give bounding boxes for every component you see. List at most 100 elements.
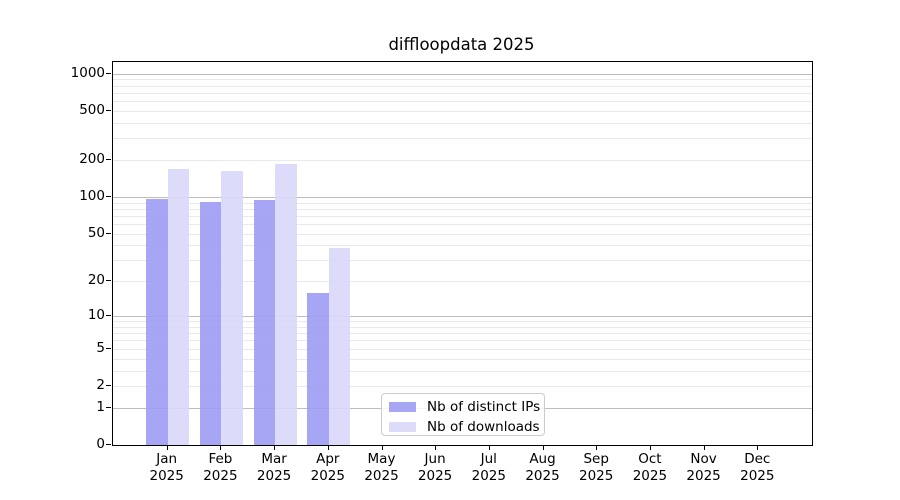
x-tick-mark [435, 445, 437, 450]
x-tick-month: Aug [529, 451, 556, 467]
grid-minor-line [113, 202, 812, 204]
x-tick-label: Jan 2025 [127, 451, 207, 484]
grid-minor-line [113, 215, 812, 217]
grid-minor-line [113, 159, 812, 161]
x-tick-year: 2025 [256, 467, 292, 484]
grid-minor-line [113, 281, 812, 283]
x-tick-label: Apr 2025 [288, 451, 368, 484]
grid-minor-line [113, 326, 812, 328]
x-tick-year: 2025 [525, 467, 560, 484]
y-tick-mark [106, 444, 111, 445]
x-tick-mark [649, 445, 651, 450]
grid-minor-line [113, 208, 812, 210]
bar-downloads [275, 164, 297, 445]
bar-downloads [167, 169, 190, 445]
legend-label-distinct-ips: Nb of distinct IPs [427, 399, 541, 415]
x-tick-month: Feb [208, 451, 233, 467]
bar-downloads [328, 248, 351, 445]
plot-area: Nb of distinct IPs Nb of downloads [112, 61, 813, 446]
y-tick-label: 500 [79, 101, 105, 118]
x-tick-label: Oct 2025 [610, 451, 690, 484]
grid-minor-line [113, 79, 812, 81]
grid-minor-line [113, 101, 812, 102]
grid-minor-line [113, 340, 812, 342]
y-tick-label: 1 [96, 398, 105, 415]
y-tick-label: 10 [87, 307, 105, 324]
y-tick-label: 2 [96, 376, 105, 393]
x-tick-month: Nov [690, 451, 717, 467]
x-tick-mark [166, 445, 168, 450]
grid-minor-line [113, 321, 812, 323]
x-tick-mark [703, 445, 705, 450]
x-tick-month: May [367, 451, 396, 467]
x-tick-mark [327, 445, 329, 450]
x-tick-mark [274, 445, 276, 450]
legend-item-downloads: Nb of downloads [382, 418, 544, 438]
x-tick-month: Jun [424, 451, 446, 467]
bar-distinct-ips [199, 201, 222, 445]
grid-minor-line [113, 138, 812, 140]
grid-minor-line [113, 348, 812, 350]
y-tick-label: 50 [87, 224, 105, 241]
y-tick-label: 5 [96, 339, 105, 356]
x-tick-year: 2025 [203, 467, 238, 484]
x-tick-mark [596, 445, 598, 450]
grid-major-line [113, 316, 812, 318]
grid-minor-line [113, 370, 812, 372]
x-tick-mark [542, 445, 544, 450]
x-tick-year: 2025 [149, 467, 184, 484]
grid-minor-line [113, 85, 812, 87]
grid-minor-line [113, 245, 812, 247]
x-tick-year: 2025 [632, 467, 668, 484]
x-tick-month: Mar [261, 451, 287, 467]
x-tick-year: 2025 [417, 467, 453, 484]
y-tick-mark [106, 158, 111, 160]
x-tick-month: Dec [744, 451, 771, 467]
grid-minor-line [113, 358, 812, 360]
x-tick-year: 2025 [471, 467, 506, 484]
x-tick-mark [488, 445, 490, 450]
legend: Nb of distinct IPs Nb of downloads [381, 393, 545, 436]
y-tick-label: 20 [87, 272, 105, 289]
grid-minor-line [113, 224, 812, 225]
y-tick-mark [106, 232, 111, 234]
y-tick-mark [106, 109, 111, 111]
x-tick-label: Sep 2025 [556, 451, 636, 484]
legend-swatch-downloads [389, 422, 416, 432]
y-tick-mark [106, 280, 111, 282]
y-tick-mark [106, 72, 111, 74]
x-tick-year: 2025 [740, 467, 775, 484]
x-tick-month: Apr [316, 451, 340, 467]
grid-minor-line [113, 110, 812, 112]
grid-minor-line [113, 260, 812, 262]
x-tick-label: May 2025 [342, 451, 422, 484]
grid-minor-line [113, 385, 812, 387]
x-tick-year: 2025 [686, 467, 721, 484]
x-tick-label: Jun 2025 [395, 451, 475, 484]
legend-swatch-distinct-ips [389, 402, 416, 412]
x-tick-mark [757, 445, 759, 450]
x-tick-month: Jul [480, 451, 497, 467]
grid-minor-line [113, 333, 812, 335]
y-tick-mark [106, 347, 111, 349]
y-tick-mark [106, 406, 111, 408]
y-tick-mark [106, 384, 111, 386]
x-tick-year: 2025 [310, 467, 345, 484]
chart-title: diffloopdata 2025 [388, 35, 535, 54]
grid-minor-line [113, 122, 812, 124]
y-tick-label: 1000 [70, 64, 105, 81]
grid-major-line [113, 73, 812, 75]
grid-major-line [113, 196, 812, 198]
x-tick-label: Jul 2025 [449, 451, 529, 484]
y-tick-label: 200 [79, 150, 105, 167]
x-tick-month: Jan [156, 451, 178, 467]
x-tick-label: Feb 2025 [180, 451, 260, 484]
x-tick-month: Oct [638, 451, 662, 467]
grid-minor-line [113, 92, 812, 94]
x-tick-year: 2025 [364, 467, 399, 484]
bar-distinct-ips [253, 200, 276, 445]
legend-label-downloads: Nb of downloads [427, 419, 540, 435]
x-tick-label: Dec 2025 [717, 451, 797, 484]
bar-distinct-ips [146, 199, 168, 445]
x-tick-year: 2025 [579, 467, 614, 484]
